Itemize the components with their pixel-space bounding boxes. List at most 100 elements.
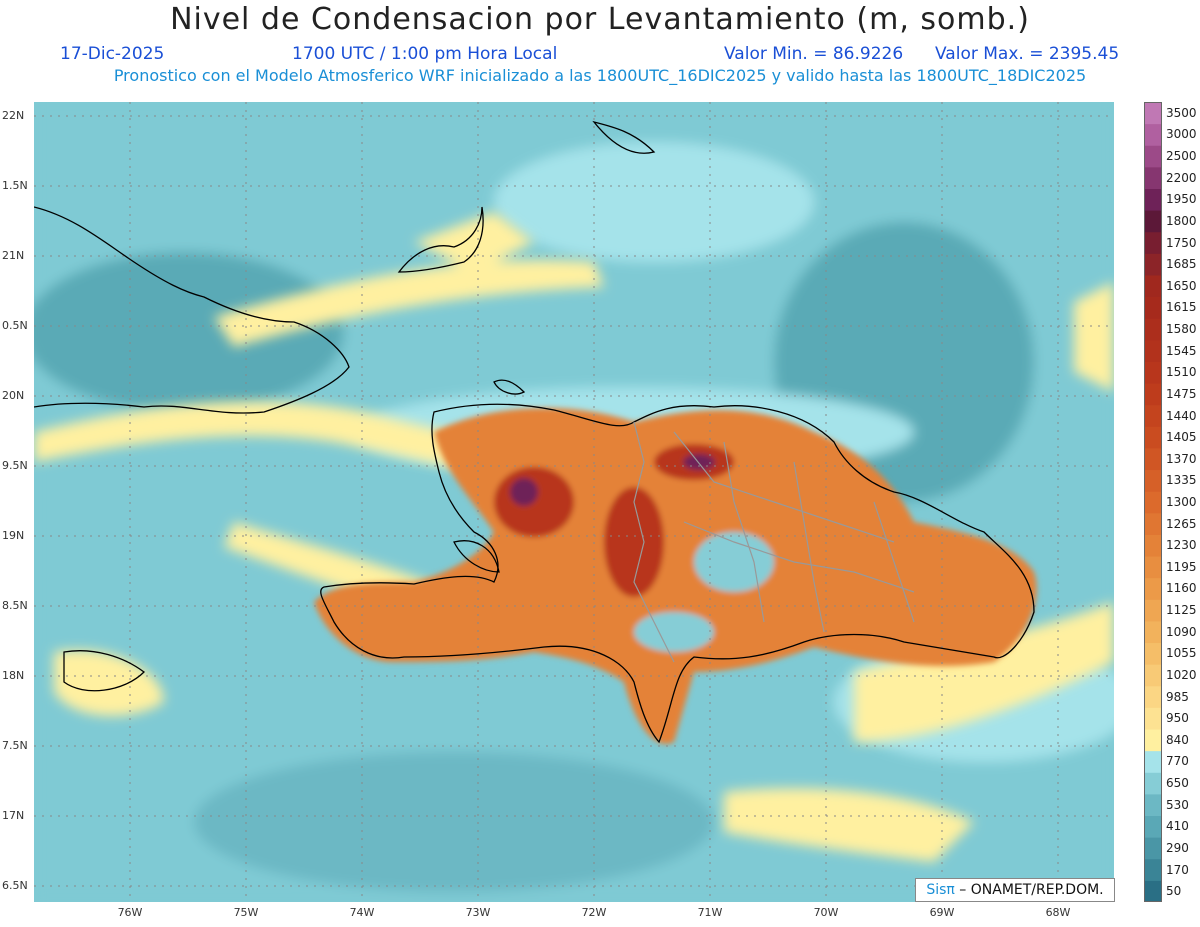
colorbar-level-label: 1125 [1166,603,1197,618]
colorbar-cell [1144,447,1162,471]
colorbar-level-label: 1440 [1166,408,1197,423]
colorbar-level-label: 1055 [1166,646,1197,661]
colorbar-cell [1144,231,1162,254]
colorbar-cell [1144,815,1162,838]
colorbar-level-label: 2500 [1166,149,1197,164]
colorbar-level-label: 3000 [1166,127,1197,142]
forecast-date: 17-Dic-2025 [60,44,165,64]
colorbar-cell [1144,620,1162,644]
colorbar-level-label: 3500 [1166,105,1197,120]
colorbar-level-label: 1160 [1166,581,1197,596]
province-line-3 [723,441,765,623]
lat-label: 7.5N [2,739,28,752]
haiti-brown-zone [494,467,574,537]
coastlines [34,120,1035,744]
colorbar-level-label: 1510 [1166,365,1197,380]
colorbar-level-label: 1335 [1166,473,1197,488]
colorbar-cell [1144,707,1162,730]
colorbar-cell [1144,491,1162,514]
colorbar-cell [1144,404,1162,427]
lat-label: 6.5N [2,879,28,892]
lon-label: 74W [349,906,375,919]
yellow-band-southeast [854,602,1114,742]
colorbar [1144,102,1162,902]
lat-label: 8.5N [2,599,28,612]
colorbar-level-label: 1090 [1166,624,1197,639]
colorbar-cell [1144,556,1162,579]
colorbar-level-label: 1800 [1166,213,1197,228]
colorbar-level-label: 1580 [1166,322,1197,337]
hispaniola-coast [320,403,1035,744]
colorbar-cell [1144,512,1162,535]
lon-label: 73W [465,906,491,919]
colorbar-cell [1144,599,1162,622]
colorbar-level-label: 985 [1166,689,1189,704]
colorbar-level-label: 1750 [1166,235,1197,250]
colorbar-level-label: 2200 [1166,170,1197,185]
lat-label: 20N [2,389,25,402]
colorbar-cell [1144,750,1162,773]
colorbar-level-label: 290 [1166,840,1189,855]
lon-label: 69W [929,906,955,919]
colorbar-level-label: 840 [1166,732,1189,747]
lon-label: 68W [1045,906,1071,919]
lon-label: 75W [233,906,259,919]
colorbar-level-label: 1020 [1166,667,1197,682]
lat-label: 9.5N [2,459,28,472]
lat-label: 19N [2,529,25,542]
caribbean-dark-zone [194,752,714,892]
colorbar-cell [1144,383,1162,406]
colorbar-level-label: 1195 [1166,559,1197,574]
yellow-band-east [1074,282,1114,392]
colorbar-level-label: 1370 [1166,451,1197,466]
yellow-band-south [724,788,974,862]
colorbar-frame [1144,102,1162,902]
colorbar-cell [1144,253,1162,276]
colorbar-level-label: 1300 [1166,495,1197,509]
lcl-field-map [34,102,1114,902]
province-line-5 [873,501,915,623]
colorbar-cell [1144,729,1162,752]
colorbar-level-label: 950 [1166,711,1189,726]
colorbar-cell [1144,123,1162,146]
colorbar-level-label: 1685 [1166,257,1197,272]
province-borders [633,421,915,663]
colorbar-level-label: 770 [1166,754,1189,769]
colorbar-cell [1144,426,1162,449]
colorbar-cell [1144,361,1162,384]
colorbar-cell [1144,642,1162,665]
haiti-dr-border [633,421,675,663]
province-line-2 [683,521,915,593]
credit-box: Sisπ – ONAMET/REP.DOM. [915,878,1115,902]
yellow-band-north [214,260,604,347]
colorbar-cell [1144,772,1162,795]
barahona-blue-zone [634,612,714,652]
colorbar-level-label: 1230 [1166,538,1197,553]
colorbar-cell [1144,318,1162,341]
yellow-island-north [414,212,534,272]
jamaica-coast [63,650,145,692]
north-light-zone [494,142,814,262]
turks-caicos-coast [592,120,656,154]
min-value: Valor Min. = 86.9226 [724,44,904,64]
province-line-4 [793,461,825,633]
colorbar-level-label: 170 [1166,862,1189,877]
lon-label: 72W [581,906,607,919]
colorbar-cell [1144,534,1162,557]
colorbar-cell [1144,858,1162,881]
haiti-purple-zone [510,478,538,506]
colorbar-cell [1144,166,1162,189]
colorbar-cell [1144,296,1162,319]
colorbar-cell [1144,837,1162,860]
central-brown-zone [604,487,664,597]
lat-label: 17N [2,809,25,822]
lon-label: 70W [813,906,839,919]
colorbar-cell [1144,274,1162,298]
credit-sis: Sisπ [926,882,955,898]
colorbar-cell [1144,102,1162,125]
colorbar-level-label: 50 [1166,884,1182,899]
colorbar-level-label: 1265 [1166,516,1197,531]
colorbar-level-label: 1405 [1166,430,1197,445]
cuba-coast [34,206,350,414]
forecast-time: 1700 UTC / 1:00 pm Hora Local [292,44,558,64]
